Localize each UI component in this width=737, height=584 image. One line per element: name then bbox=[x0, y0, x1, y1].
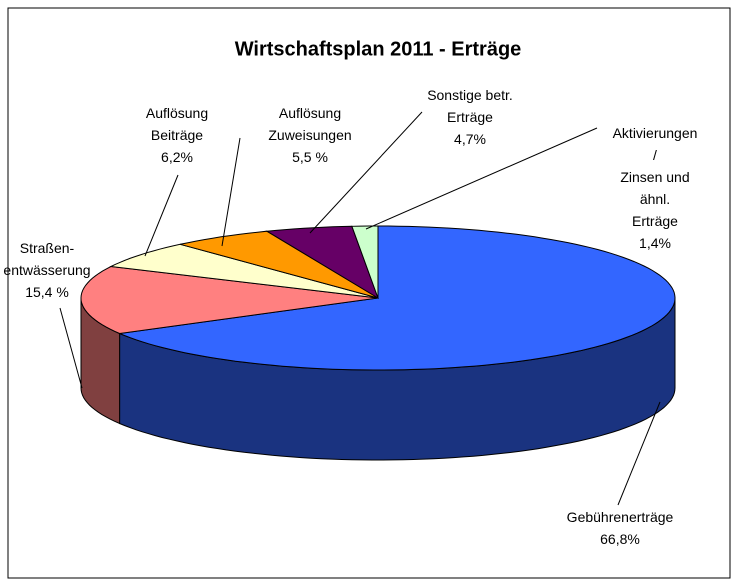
category-label: Auflösung Zuweisungen bbox=[268, 105, 352, 143]
slice bbox=[80, 265, 379, 335]
chart-title: Wirtschaftsplan 2011 - Erträge bbox=[235, 38, 522, 60]
leader-line bbox=[221, 137, 241, 247]
data-label: Straßen- entwässerung 15,4 % bbox=[3, 237, 90, 303]
value-label: 5,5 % bbox=[292, 149, 328, 165]
category-label: Straßen- entwässerung bbox=[3, 240, 91, 278]
value-label: 15,4 % bbox=[25, 284, 69, 300]
value-label: 6,2% bbox=[161, 149, 193, 165]
data-label: Aktivierungen / Zinsen und ähnl. Erträge… bbox=[613, 122, 698, 254]
value-label: 4,7% bbox=[454, 131, 486, 147]
category-label: Sonstige betr. Erträge bbox=[427, 87, 513, 125]
value-label: 66,8% bbox=[600, 531, 640, 547]
value-label: 1,4% bbox=[639, 235, 671, 251]
leader-line bbox=[365, 127, 598, 230]
category-label: Aktivierungen / Zinsen und ähnl. Erträge bbox=[612, 125, 698, 229]
slice bbox=[180, 230, 379, 299]
data-label: Auflösung Beiträge 6,2% bbox=[146, 102, 208, 168]
leader-line bbox=[309, 111, 423, 234]
category-label: Gebührenerträge bbox=[566, 509, 674, 525]
slice bbox=[109, 243, 379, 299]
slice bbox=[351, 225, 379, 299]
category-label: Auflösung Beiträge bbox=[145, 105, 209, 143]
data-label: Gebührenerträge 66,8% bbox=[567, 506, 674, 550]
leader-line bbox=[617, 401, 661, 506]
leader-line bbox=[144, 174, 179, 257]
slice bbox=[117, 225, 676, 371]
leader-line bbox=[59, 307, 83, 389]
data-label: Sonstige betr. Erträge 4,7% bbox=[427, 84, 513, 150]
slice bbox=[265, 225, 379, 300]
data-label: Auflösung Zuweisungen 5,5 % bbox=[268, 102, 351, 168]
